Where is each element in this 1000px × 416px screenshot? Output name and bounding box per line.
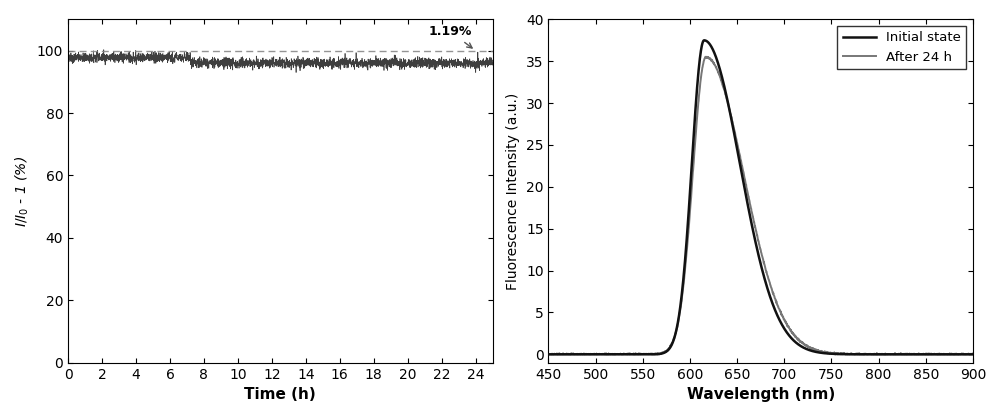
Initial state xyxy=(738,182,750,187)
Initial state xyxy=(877,352,889,357)
Legend: Initial state, After 24 h: Initial state, After 24 h xyxy=(837,26,966,69)
After 24 h xyxy=(955,352,967,357)
Y-axis label: Fluorescence Intensity (a.u.): Fluorescence Intensity (a.u.) xyxy=(506,92,520,290)
Initial state xyxy=(542,352,554,357)
X-axis label: Wavelength (nm): Wavelength (nm) xyxy=(687,387,835,402)
After 24 h xyxy=(955,352,967,357)
Initial state xyxy=(749,238,761,243)
Line: After 24 h: After 24 h xyxy=(548,57,973,354)
Text: 1.19%: 1.19% xyxy=(428,25,472,48)
After 24 h xyxy=(564,352,576,357)
After 24 h xyxy=(749,224,761,229)
Y-axis label: $I/I_0$ - 1 (%): $I/I_0$ - 1 (%) xyxy=(14,156,31,227)
Initial state xyxy=(955,352,967,357)
After 24 h xyxy=(877,352,889,357)
After 24 h xyxy=(738,172,750,177)
Initial state xyxy=(967,352,979,357)
X-axis label: Time (h): Time (h) xyxy=(244,387,316,402)
Initial state xyxy=(564,352,576,357)
After 24 h xyxy=(542,352,554,357)
After 24 h xyxy=(967,351,979,356)
Initial state xyxy=(955,352,967,357)
Initial state xyxy=(698,38,710,43)
After 24 h xyxy=(699,54,711,59)
Line: Initial state: Initial state xyxy=(548,40,973,354)
